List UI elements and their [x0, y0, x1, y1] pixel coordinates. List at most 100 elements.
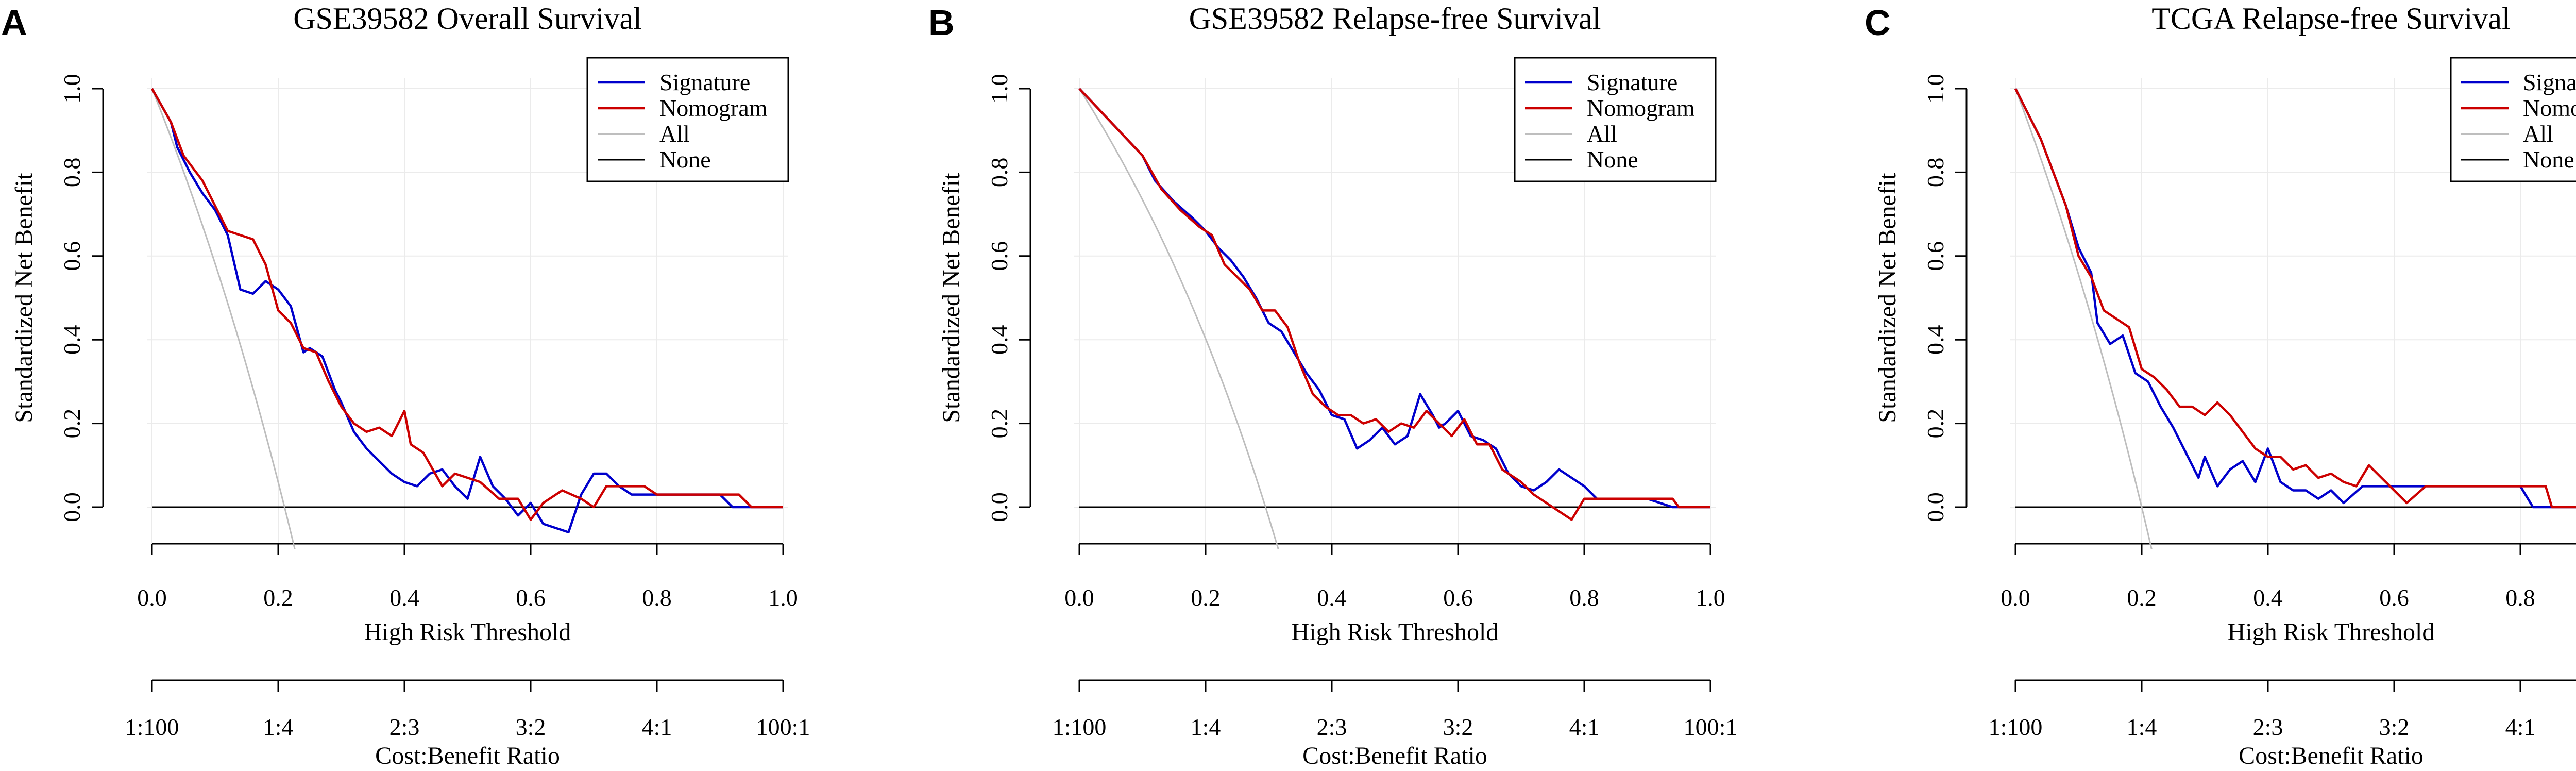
y-axis: 0.0 0.2 0.4 0.6 0.8 1.0 Standardized Net Benef… [938, 74, 1031, 522]
panel-b: B GSE39582 Relapse-free Survival 0.0 0.2 0.4… [928, 2, 1737, 769]
series-signature-line [151, 88, 783, 533]
panel-c: C TCGA Relapse-free Survival 0.0 0.2 0.4 0.6 0… [1865, 2, 2576, 769]
cost-benefit-tick-label: 1:4 [2127, 714, 2157, 740]
y-tick-label: 0.6 [1922, 241, 1948, 271]
x-tick-label: 0.2 [1191, 584, 1221, 611]
legend-label-none: None [1587, 146, 1638, 173]
cost-benefit-tick-label: 100:1 [1684, 714, 1738, 740]
y-tick-label: 0.8 [986, 158, 1012, 188]
legend-label-all: All [2523, 121, 2553, 147]
cost-benefit-tick-label: 100:1 [756, 714, 810, 740]
legend-label-all: All [1587, 121, 1617, 147]
cost-benefit-tick-label: 2:3 [389, 714, 420, 740]
x-tick-label: 0.6 [1443, 584, 1473, 611]
cost-benefit-tick-label: 1:100 [125, 714, 179, 740]
cost-benefit-axis: 1:100 1:4 2:3 3:2 4:1 100:1 Cost:Benefit Ratio [1053, 679, 1738, 769]
x-tick-label: 0.0 [137, 584, 167, 611]
legend-box [586, 57, 789, 182]
grid [2010, 78, 2576, 549]
y-tick-label: 0.4 [59, 325, 85, 355]
panel-letter: A [1, 3, 27, 43]
series-all-line [151, 88, 296, 549]
legend-label-signature: Signature [1587, 69, 1677, 95]
cost-benefit-tick-label: 4:1 [642, 714, 672, 740]
x-axis-title: High Risk Threshold [364, 618, 571, 646]
cost-benefit-title: Cost:Benefit Ratio [375, 742, 560, 769]
y-tick-label: 0.0 [1922, 492, 1948, 522]
y-axis: 0.0 0.2 0.4 0.6 0.8 1.0 Standardized Net Benef… [1874, 74, 1968, 522]
y-tick-label: 0.2 [59, 409, 85, 439]
cost-benefit-tick-label: 3:2 [516, 714, 546, 740]
cost-benefit-axis: 1:100 1:4 2:3 3:2 4:1 100:1 Cost:Benefit Ratio [125, 679, 810, 769]
cost-benefit-tick-label: 2:3 [2253, 714, 2283, 740]
x-tick-label: 0.8 [2505, 584, 2535, 611]
y-tick-label: 0.4 [986, 325, 1012, 355]
legend-label-nomogram: Nomogram [1587, 95, 1695, 121]
y-tick-label: 0.4 [1922, 325, 1948, 355]
legend-label-signature: Signature [659, 69, 750, 95]
legend-box [1514, 57, 1717, 182]
cost-benefit-tick-label: 3:2 [2379, 714, 2410, 740]
x-tick-label: 0.0 [2001, 584, 2030, 611]
y-tick-label: 1.0 [986, 74, 1012, 104]
series-nomogram-line [151, 88, 783, 521]
y-tick-label: 0.6 [986, 241, 1012, 271]
series-nomogram-line [1078, 88, 1710, 521]
y-tick-label: 0.0 [986, 492, 1012, 522]
y-tick-label: 0.6 [59, 241, 85, 271]
legend-label-all: All [659, 121, 690, 147]
cost-benefit-title: Cost:Benefit Ratio [1302, 742, 1487, 769]
panel-letter: B [928, 3, 955, 43]
y-tick-label: 0.0 [59, 492, 85, 522]
y-tick-label: 1.0 [59, 74, 85, 104]
cost-benefit-tick-label: 3:2 [1443, 714, 1473, 740]
x-axis-title: High Risk Threshold [1292, 618, 1499, 646]
y-tick-label: 1.0 [1922, 74, 1948, 104]
panel-letter: C [1865, 3, 1891, 43]
x-tick-label: 0.4 [1317, 584, 1347, 611]
cost-benefit-tick-label: 1:4 [1191, 714, 1221, 740]
x-tick-label: 1.0 [768, 584, 798, 611]
chart-title: TCGA Relapse-free Survival [2151, 2, 2510, 36]
x-axis-title: High Risk Threshold [2228, 618, 2435, 646]
x-tick-label: 0.6 [2379, 584, 2409, 611]
legend-label-signature: Signature [2523, 69, 2576, 95]
x-tick-label: 0.8 [1569, 584, 1599, 611]
y-tick-label: 0.2 [1922, 409, 1948, 439]
cost-benefit-tick-label: 4:1 [1569, 714, 1600, 740]
x-tick-label: 0.0 [1064, 584, 1094, 611]
x-tick-label: 1.0 [1696, 584, 1725, 611]
x-tick-label: 0.2 [263, 584, 293, 611]
panel-a: A GSE39582 Overall Survival0.00.20.40.60.… [1, 2, 810, 769]
x-tick-label: 0.6 [516, 584, 546, 611]
x-axis: 0.0 0.2 0.4 0.6 0.8 1.0 High Risk Threshold [137, 543, 798, 646]
y-tick-label: 0.2 [986, 409, 1012, 439]
x-tick-label: 0.4 [389, 584, 419, 611]
cost-benefit-tick-label: 1:4 [263, 714, 294, 740]
cost-benefit-title: Cost:Benefit Ratio [2239, 742, 2424, 769]
legend-label-none: None [2523, 146, 2574, 173]
x-axis: 0.0 0.2 0.4 0.6 0.8 1.0 High Risk Threshold [1064, 543, 1725, 646]
legend-label-none: None [659, 146, 711, 173]
cost-benefit-tick-label: 4:1 [2505, 714, 2536, 740]
y-axis-title: Standardized Net Benefit [1874, 173, 1901, 423]
legend-label-nomogram: Nomogram [659, 95, 768, 121]
x-tick-label: 0.2 [2127, 584, 2157, 611]
cost-benefit-tick-label: 1:100 [1989, 714, 2043, 740]
chart-title: GSE39582 Relapse-free Survival [1189, 2, 1601, 36]
cost-benefit-tick-label: 1:100 [1053, 714, 1107, 740]
series-all-line [2014, 88, 2153, 549]
x-tick-label: 0.8 [642, 584, 672, 611]
cost-benefit-tick-label: 2:3 [1317, 714, 1347, 740]
legend-box [2450, 57, 2576, 182]
x-tick-label: 0.4 [2253, 584, 2283, 611]
series-signature-line [1078, 88, 1710, 509]
y-axis-title: Standardized Net Benefit [938, 173, 965, 423]
series-nomogram-line [2014, 88, 2576, 509]
